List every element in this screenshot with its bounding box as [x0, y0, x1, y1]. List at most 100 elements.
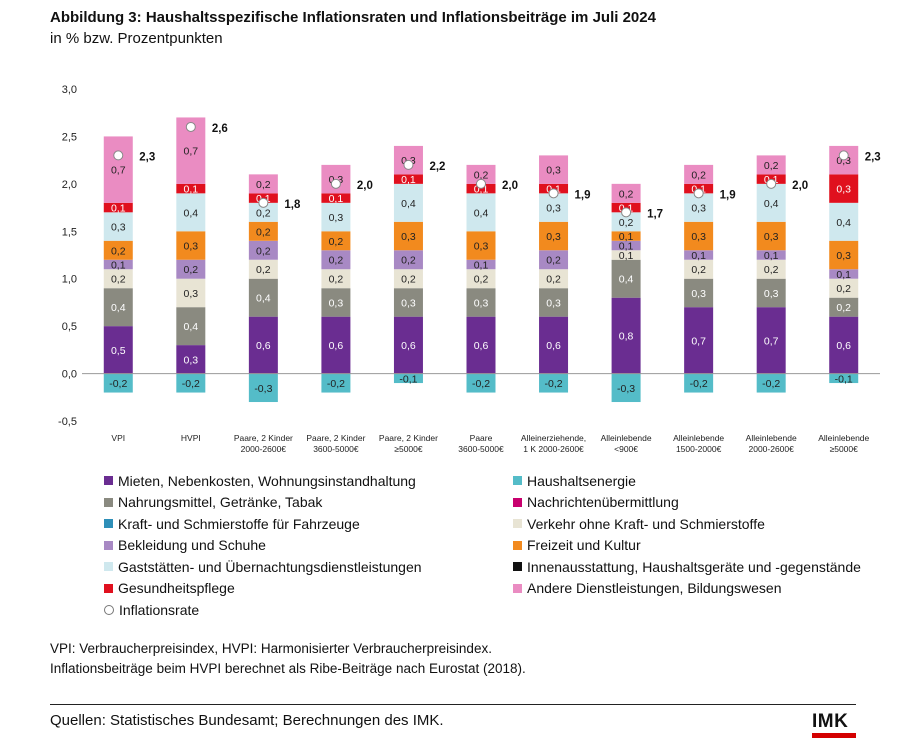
inflation-rate-label: 2,6: [212, 123, 228, 135]
x-category-label: Paare, 2 Kinder: [379, 433, 438, 443]
bar-segment: [611, 297, 641, 374]
bar-segment-label: 0,2: [474, 169, 489, 181]
legend-item: Haushaltsenergie: [513, 470, 861, 492]
bar-segment-label: -0,2: [472, 378, 490, 390]
bar-segment: [321, 269, 351, 289]
bar-segment: [248, 373, 278, 403]
bar-segment: [321, 193, 351, 203]
bar-segment-label: 0,3: [111, 222, 126, 234]
bar-segment-label: 0,1: [619, 250, 634, 262]
bar-segment-label: 0,1: [401, 174, 416, 186]
bar-segment-label: 0,1: [619, 241, 634, 253]
x-category-label: Alleinerziehende,: [521, 433, 586, 443]
bar-segment: [829, 269, 859, 279]
imk-logo-text: IMK: [812, 711, 849, 732]
bar-segment: [103, 240, 133, 260]
legend-left-column: Mieten, Nebenkosten, Wohnungsinstandhalt…: [104, 470, 422, 621]
x-category-label: Paare, 2 Kinder: [234, 433, 293, 443]
chart-subtitle: in % bzw. Prozentpunkten: [50, 30, 223, 47]
bar-segment-label: 0,7: [184, 146, 199, 158]
bar-segment: [539, 269, 569, 289]
bar-segment-label: 0,2: [691, 264, 706, 276]
legend-label: Andere Dienstleistungen, Bildungswesen: [527, 580, 782, 597]
x-category-label: Alleinlebende: [601, 433, 652, 443]
bar-segment-label: 0,3: [764, 288, 779, 300]
bar-segment: [103, 212, 133, 241]
legend-label: Nachrichtenübermittlung: [527, 494, 679, 511]
bar-segment: [466, 259, 496, 270]
bar-segment: [103, 326, 133, 374]
bar-segment: [829, 297, 859, 317]
bar-segment-label: 0,3: [184, 354, 199, 366]
bar-segment-label: 0,2: [111, 274, 126, 286]
legend-label: Kraft- und Schmierstoffe für Fahrzeuge: [118, 515, 360, 532]
bar-segment-label: 0,7: [111, 165, 126, 177]
inflation-rate-marker: [693, 188, 704, 199]
legend-swatch: [513, 562, 522, 572]
bar-segment-label: 0,2: [836, 302, 851, 314]
bar-segment-label: 0,1: [764, 250, 779, 262]
x-category-label: Alleinlebende: [818, 433, 869, 443]
bar-segment-label: 0,4: [256, 293, 271, 305]
bar-segment: [103, 373, 133, 393]
bar-segment-label: 0,3: [836, 250, 851, 262]
bar-segment-label: 0,2: [836, 283, 851, 295]
bar-segment: [248, 316, 278, 374]
bar-segment: [756, 221, 786, 251]
bar-segment: [611, 259, 641, 298]
inflation-rate-label: 2,0: [792, 180, 808, 192]
bar-segment-label: 0,3: [401, 297, 416, 309]
bar-segment: [103, 136, 133, 203]
legend-label: Verkehr ohne Kraft- und Schmierstoffe: [527, 515, 765, 532]
bar-segment: [176, 183, 206, 194]
bar-segment-label: -0,2: [762, 378, 780, 390]
bar-segment-label: 0,4: [619, 274, 634, 286]
legend-item: Kraft- und Schmierstoffe für Fahrzeuge: [104, 513, 422, 535]
legend-item: Andere Dienstleistungen, Bildungswesen: [513, 578, 861, 600]
legend-label: Nahrungsmittel, Getränke, Tabak: [118, 494, 323, 511]
bar-segment: [176, 345, 206, 374]
bar-segment: [176, 307, 206, 346]
bar-segment-label: 0,1: [329, 193, 344, 205]
x-category-label: 3600-5000€: [313, 444, 359, 454]
bar-segment: [756, 307, 786, 374]
legend-item: Nachrichtenübermittlung: [513, 492, 861, 514]
bar-segment: [466, 316, 496, 374]
legend-swatch: [104, 562, 113, 572]
bar-segment: [103, 288, 133, 327]
legend-label: Freizeit und Kultur: [527, 537, 641, 554]
bar-segment-label: 0,3: [329, 212, 344, 224]
bar-segment-label: 0,3: [401, 231, 416, 243]
inflation-rate-label: 2,0: [357, 180, 373, 192]
bar-segment-label: 0,3: [184, 241, 199, 253]
bar-segment-label: 0,2: [329, 236, 344, 248]
bar-segment-label: 0,2: [256, 226, 271, 238]
bar-segment: [829, 373, 859, 384]
bar-segment: [756, 373, 786, 393]
bar-segment-label: 0,4: [474, 207, 489, 219]
bar-segment: [321, 316, 351, 374]
bar-segment-label: 0,3: [546, 231, 561, 243]
bar-segment: [829, 316, 859, 374]
bar-segment-label: 0,1: [836, 269, 851, 281]
bar-segment-label: 0,7: [691, 335, 706, 347]
bar-segment: [321, 373, 351, 393]
y-tick-label: 2,0: [62, 179, 77, 191]
inflation-rate-marker: [838, 150, 849, 161]
bar-segment-label: 0,6: [474, 340, 489, 352]
bar-segment-label: 0,5: [111, 345, 126, 357]
x-category-label: Alleinlebende: [746, 433, 797, 443]
inflation-rate-marker: [330, 178, 341, 189]
bar-segment: [611, 373, 641, 403]
bar-segment: [248, 202, 278, 222]
legend-swatch: [104, 540, 113, 550]
bar-segment: [393, 288, 423, 317]
x-category-label: 3600-5000€: [458, 444, 504, 454]
legend-item: Bekleidung und Schuhe: [104, 535, 422, 557]
bar-segment: [466, 193, 496, 232]
bar-segment: [611, 212, 641, 232]
legend-swatch: [104, 604, 114, 615]
bar-segment-label: -0,2: [327, 378, 345, 390]
bar-segment-label: -0,2: [544, 378, 562, 390]
bar-segment-label: 0,4: [184, 207, 199, 219]
